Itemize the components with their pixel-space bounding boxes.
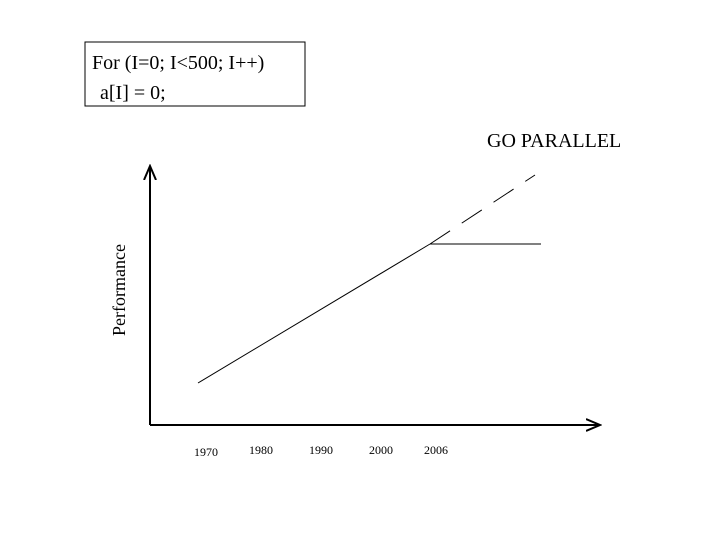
x-label: 2000 — [369, 443, 393, 457]
trend-line — [197, 243, 431, 384]
code-line: a[I] = 0; — [100, 82, 166, 104]
code-line: For (I=0; I<500; I++) — [92, 52, 264, 74]
x-label: 1980 — [249, 443, 273, 457]
x-label: 2006 — [424, 443, 448, 457]
code-box — [84, 41, 306, 107]
x-label: 1970 — [194, 445, 218, 459]
y-axis-label: Performance — [109, 244, 129, 336]
x-label: 1990 — [309, 443, 333, 457]
parallel-line — [429, 174, 536, 245]
annotation: GO PARALLEL — [487, 130, 621, 152]
x-labels: 1970 1980 1990 2000 2006 — [194, 443, 448, 459]
